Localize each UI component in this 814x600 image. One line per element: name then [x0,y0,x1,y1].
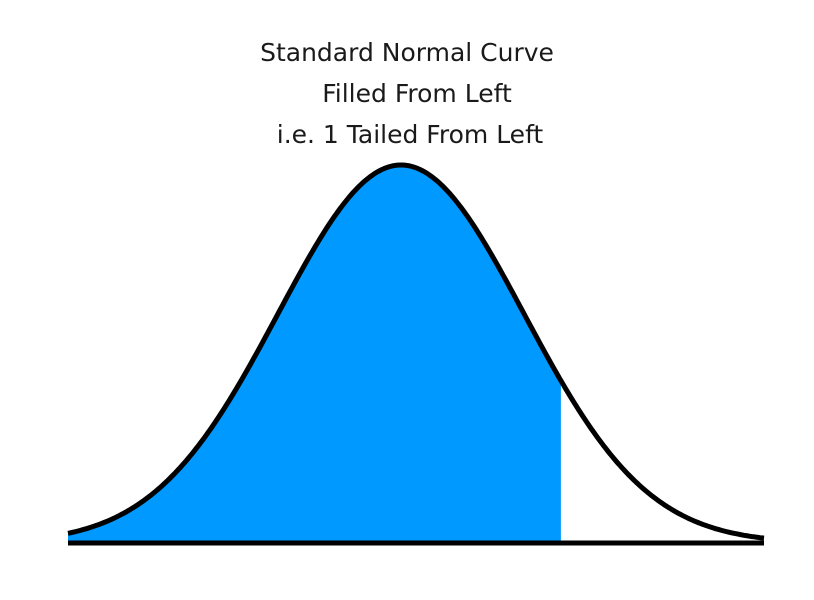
title-line-2: Filled From Left [322,79,512,108]
normal-curve [67,162,765,541]
title-line-1: Standard Normal Curve [260,38,554,67]
title-line-3: i.e. 1 Tailed From Left [276,120,544,149]
diagram-title: Standard Normal Curve Filled From Left i… [0,32,814,155]
shaded-area [68,165,561,543]
